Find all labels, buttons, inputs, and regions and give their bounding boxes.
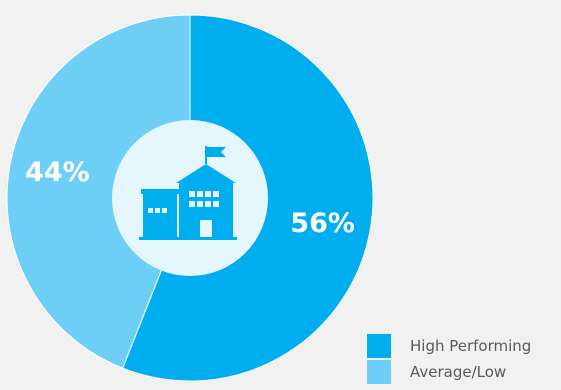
legend-item-high-performing: High Performing [367,333,557,358]
school-building-icon [139,146,237,240]
legend-label-average-low: Average/Low [410,362,507,381]
legend: High Performing Average/Low [367,333,557,385]
data-label-high-performing: 56% [290,208,355,239]
legend-item-average-low: Average/Low [367,359,557,384]
legend-label-high-performing: High Performing [410,336,532,355]
legend-swatch-average-low [367,359,391,384]
data-labels-group: 56% 44% [25,157,355,239]
legend-swatch-high-performing [367,333,391,358]
data-label-average-low: 44% [25,157,90,188]
slice-average-low [6,14,191,369]
